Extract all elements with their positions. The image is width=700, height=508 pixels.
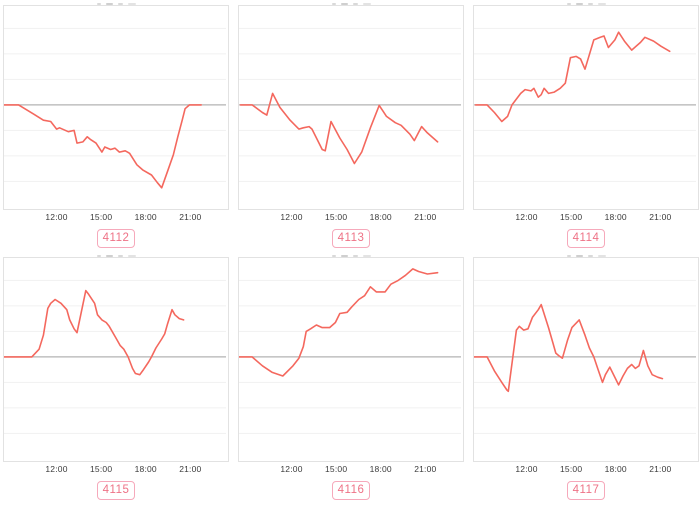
x-tick-label: 12:00 — [45, 212, 68, 222]
line-chart-4116[interactable] — [238, 257, 464, 462]
x-tick-label: 21:00 — [179, 212, 202, 222]
x-tick-label: 18:00 — [369, 464, 392, 474]
chart-id-badge-4115[interactable]: 4115 — [96, 481, 136, 500]
x-axis-4113: 12:00 15:00 18:00 21:00 — [238, 210, 464, 224]
line-chart-4114[interactable] — [473, 5, 699, 210]
cropped-chart-title — [3, 252, 229, 257]
badge-row: 4117 — [473, 476, 699, 504]
x-tick-label: 15:00 — [324, 464, 348, 474]
x-axis-4117: 12:00 15:00 18:00 21:00 — [473, 462, 699, 476]
x-tick-label: 12:00 — [515, 212, 538, 222]
badge-row: 4114 — [473, 224, 699, 252]
badge-row: 4116 — [238, 476, 464, 504]
x-tick-label: 18:00 — [134, 212, 157, 222]
x-tick-label: 21:00 — [649, 464, 672, 474]
badge-row: 4112 — [3, 224, 229, 252]
x-tick-label: 12:00 — [515, 464, 538, 474]
chart-row-top: 12:00 15:00 18:00 21:00 4112 12:00 15:00 18:0… — [3, 0, 700, 252]
cropped-chart-title — [238, 252, 464, 257]
cropped-chart-title — [3, 0, 229, 5]
x-tick-label: 21:00 — [414, 464, 437, 474]
chart-card-4112: 12:00 15:00 18:00 21:00 4112 — [3, 0, 229, 252]
x-tick-label: 18:00 — [134, 464, 157, 474]
x-tick-label: 18:00 — [604, 464, 627, 474]
chart-card-4116: 12:00 15:00 18:00 21:00 4116 — [238, 252, 464, 504]
x-axis-4112: 12:00 15:00 18:00 21:00 — [3, 210, 229, 224]
chart-id-badge-4113[interactable]: 4113 — [331, 229, 371, 248]
chart-card-4113: 12:00 15:00 18:00 21:00 4113 — [238, 0, 464, 252]
chart-row-bottom: 12:00 15:00 18:00 21:00 4115 12:00 15:00 18:0… — [3, 252, 700, 504]
x-axis-4114: 12:00 15:00 18:00 21:00 — [473, 210, 699, 224]
line-chart-4113[interactable] — [238, 5, 464, 210]
chart-id-badge-4114[interactable]: 4114 — [566, 229, 606, 248]
line-chart-4117[interactable] — [473, 257, 699, 462]
x-axis-4115: 12:00 15:00 18:00 21:00 — [3, 462, 229, 476]
cropped-chart-title — [238, 0, 464, 5]
chart-id-badge-4116[interactable]: 4116 — [331, 481, 371, 500]
chart-id-badge-4112[interactable]: 4112 — [96, 229, 136, 248]
x-tick-label: 15:00 — [324, 212, 348, 222]
x-axis-4116: 12:00 15:00 18:00 21:00 — [238, 462, 464, 476]
x-tick-label: 21:00 — [649, 212, 672, 222]
cropped-chart-title — [473, 0, 699, 5]
chart-id-badge-4117[interactable]: 4117 — [566, 481, 606, 500]
x-tick-label: 12:00 — [280, 212, 303, 222]
chart-card-4114: 12:00 15:00 18:00 21:00 4114 — [473, 0, 699, 252]
cropped-chart-title — [473, 252, 699, 257]
x-tick-label: 18:00 — [369, 212, 392, 222]
line-chart-4115[interactable] — [3, 257, 229, 462]
x-tick-label: 18:00 — [604, 212, 627, 222]
line-chart-4112[interactable] — [3, 5, 229, 210]
x-tick-label: 15:00 — [559, 464, 583, 474]
x-tick-label: 15:00 — [89, 212, 113, 222]
badge-row: 4115 — [3, 476, 229, 504]
x-tick-label: 15:00 — [89, 464, 113, 474]
x-tick-label: 21:00 — [179, 464, 202, 474]
x-tick-label: 15:00 — [559, 212, 583, 222]
x-tick-label: 21:00 — [414, 212, 437, 222]
x-tick-label: 12:00 — [280, 464, 303, 474]
chart-card-4117: 12:00 15:00 18:00 21:00 4117 — [473, 252, 699, 504]
chart-card-4115: 12:00 15:00 18:00 21:00 4115 — [3, 252, 229, 504]
x-tick-label: 12:00 — [45, 464, 68, 474]
badge-row: 4113 — [238, 224, 464, 252]
